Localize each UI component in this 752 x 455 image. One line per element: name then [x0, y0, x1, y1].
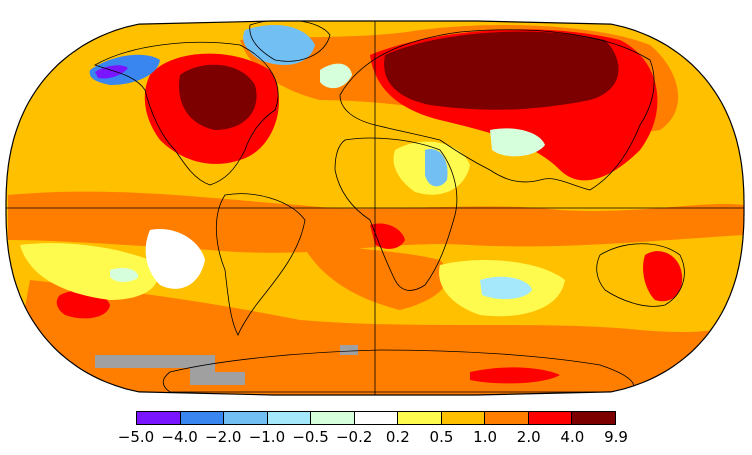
coastlines	[94, 21, 685, 393]
anomaly-region-alaska-purple	[95, 65, 128, 79]
legend-swatch-4	[267, 412, 312, 424]
legend-swatch-9	[485, 412, 529, 424]
anomaly-region-pacific-yellow	[20, 243, 158, 300]
color-scale-legend	[136, 411, 616, 425]
legend-tick-label: 9.9	[604, 428, 628, 446]
coastline-antarctica	[162, 349, 635, 393]
legend-swatch-3	[224, 412, 268, 424]
legend-tick-label: −5.0	[117, 428, 155, 446]
legend-tick-label: −2.0	[205, 428, 242, 446]
legend-tick-label: 0.2	[385, 428, 410, 446]
legend-tick-label: 2.0	[516, 428, 541, 446]
anomaly-region-arabia-blue	[425, 149, 448, 187]
anomaly-region-south-atlantic	[300, 240, 448, 310]
legend-swatch-1	[137, 412, 181, 424]
anomaly-region-north-america-darkred	[179, 64, 257, 130]
world-temperature-anomaly-map	[5, 20, 745, 396]
coastline-australia	[596, 243, 685, 307]
anomaly-region-central-asia-pale	[490, 128, 545, 157]
missing-data-region	[95, 355, 245, 385]
legend-swatch-5	[311, 412, 355, 424]
legend-tick-label: −1.0	[248, 428, 286, 446]
legend-tick-label: −0.2	[335, 428, 373, 446]
anomaly-region-southern-pale	[110, 267, 139, 283]
legend-tick-label: 0.5	[429, 428, 454, 446]
legend-swatch-6	[354, 412, 399, 424]
legend-swatch-10	[528, 412, 573, 424]
legend-tick-label: −4.0	[161, 428, 198, 446]
legend-tick-label: 4.0	[560, 428, 585, 446]
color-scale-tick-labels: −5.0 −4.0 −2.0 −1.0 −0.5 −0.2 0.2 0.5 1.0 2.0 4.0 9…	[118, 428, 628, 448]
legend-tick-label: −0.5	[292, 428, 329, 446]
anomaly-region-tropical-band	[8, 191, 744, 253]
coastline-greenland	[249, 21, 331, 62]
anomaly-region-greenland-blue	[243, 25, 315, 65]
coastline-africa	[334, 137, 458, 291]
legend-swatch-8	[441, 412, 486, 424]
coastline-eurasia	[339, 29, 655, 191]
anomaly-region-australia-red	[643, 251, 683, 302]
anomaly-region-indian-ocean-pale	[480, 276, 532, 300]
anomaly-region-southern-red	[470, 367, 560, 384]
legend-swatch-11	[572, 412, 616, 424]
map-border	[5, 20, 745, 396]
anomaly-region-siberia-darkred	[384, 31, 619, 110]
anomaly-region-north-atlantic-pale	[320, 63, 352, 89]
legend-swatch-7	[398, 412, 442, 424]
anomaly-region-east-pacific-white	[145, 229, 205, 289]
missing-data-region-2	[340, 345, 358, 355]
legend-tick-label: 1.0	[473, 428, 498, 446]
coastline-south-america	[215, 193, 306, 336]
coastline-north-america	[94, 41, 279, 186]
legend-swatch-2	[180, 412, 225, 424]
anomaly-field	[6, 21, 744, 395]
